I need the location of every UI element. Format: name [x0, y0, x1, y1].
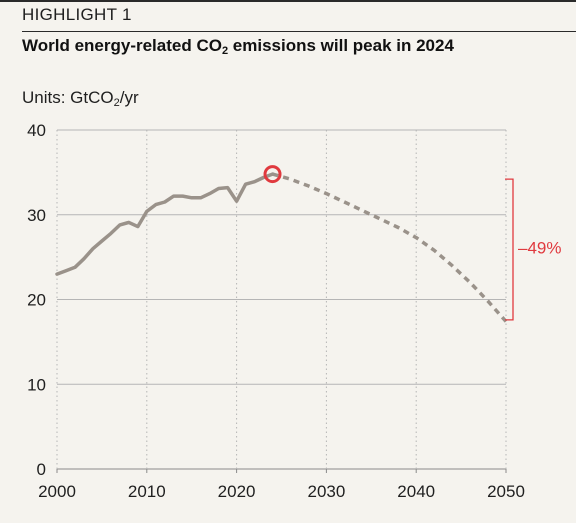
- y-tick-label-20: 20: [27, 291, 46, 310]
- y-tick-label-10: 10: [27, 375, 46, 394]
- y-tick-label-0: 0: [37, 460, 46, 479]
- y-tick-label-30: 30: [27, 206, 46, 225]
- x-tick-label-2030: 2030: [307, 482, 345, 501]
- x-tick-label-2010: 2010: [128, 482, 166, 501]
- units-subscript: 2: [113, 97, 120, 109]
- chart-title: World energy-related CO2 emissions will …: [22, 36, 454, 57]
- historical-line: [55, 172, 275, 276]
- x-tick-label-2000: 2000: [38, 482, 76, 501]
- title-rule: [22, 31, 576, 32]
- x-tick-label-2040: 2040: [397, 482, 435, 501]
- reduction-label: –49%: [518, 238, 561, 257]
- title-text-pre: World energy-related CO: [22, 36, 222, 55]
- reduction-bracket: [505, 178, 514, 321]
- peak-marker-circle: [263, 165, 282, 184]
- projection-line: [272, 172, 508, 323]
- annotations-layer: –49%: [263, 165, 561, 321]
- units-label: Units: GtCO2/yr: [22, 88, 139, 109]
- series-layer: [55, 172, 508, 323]
- units-pre: Units: GtCO: [22, 88, 114, 107]
- y-tick-label-40: 40: [27, 121, 46, 140]
- title-subscript: 2: [221, 45, 229, 57]
- x-tick-label-2020: 2020: [218, 482, 256, 501]
- grid-layer: [56, 129, 507, 473]
- units-post: /yr: [119, 88, 139, 107]
- x-tick-label-2050: 2050: [487, 482, 525, 501]
- top-rule: [0, 0, 576, 2]
- highlight-label: HIGHLIGHT 1: [22, 5, 132, 24]
- title-text-post: emissions will peak in 2024: [228, 36, 454, 55]
